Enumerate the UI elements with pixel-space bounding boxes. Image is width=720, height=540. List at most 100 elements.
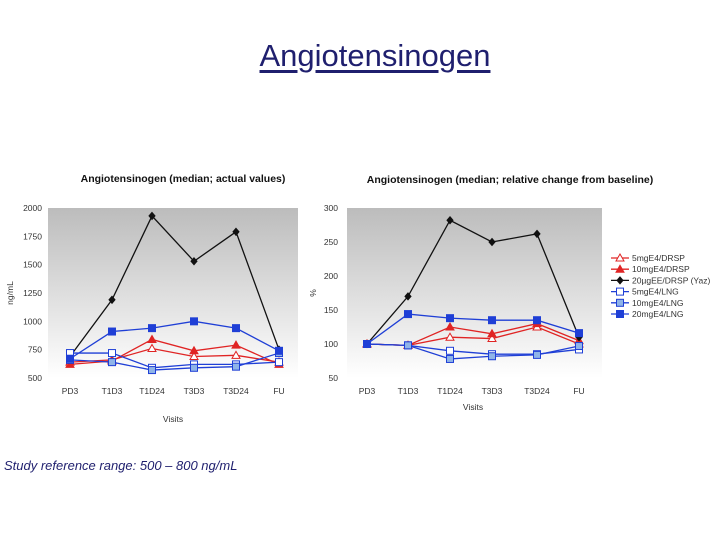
relative-data-point <box>533 229 541 239</box>
actual-data-point <box>148 211 156 221</box>
actual-ytick-label: 2000 <box>23 203 42 213</box>
legend-entry: 20µgEE/DRSP (Yaz) <box>611 275 710 285</box>
relative-data-point <box>533 316 541 325</box>
actual-data-point <box>148 366 156 375</box>
actual-data-point <box>231 350 241 359</box>
relative-data-point <box>446 314 454 323</box>
actual-ytick-label: 1250 <box>23 288 42 298</box>
reference-range-note: Study reference range: 500 – 800 ng/mL <box>4 458 238 473</box>
actual-data-point <box>190 256 198 266</box>
actual-data-point <box>148 324 156 333</box>
chart-relative-change: Angiotensinogen (median; relative change… <box>308 174 710 412</box>
relative-series-5 <box>363 310 583 348</box>
relative-xtick-label: T1D24 <box>437 386 463 396</box>
actual-series-line <box>69 347 280 363</box>
relative-data-point <box>404 341 412 350</box>
actual-data-point <box>232 324 240 333</box>
chart-relative-ylabel: % <box>308 289 318 297</box>
actual-data-point <box>190 363 198 372</box>
relative-data-point <box>533 350 541 359</box>
relative-ytick-label: 150 <box>324 305 338 315</box>
actual-data-point <box>108 358 116 367</box>
relative-data-point <box>445 321 455 331</box>
relative-data-point <box>446 354 454 363</box>
legend-swatch-marker <box>616 287 624 296</box>
chart-relative-xlabel: Visits <box>463 402 483 412</box>
relative-series-line <box>366 219 580 345</box>
actual-data-point <box>108 295 116 305</box>
actual-data-point <box>65 359 75 368</box>
legend-label: 20µgEE/DRSP (Yaz) <box>632 275 710 285</box>
relative-data-point <box>446 215 454 225</box>
legend-swatch-marker <box>615 252 625 262</box>
actual-ytick-label: 1500 <box>23 260 42 270</box>
chart-actual-plot-area <box>48 208 298 378</box>
relative-ytick-label: 50 <box>329 373 339 383</box>
actual-ytick-label: 1000 <box>23 316 42 326</box>
legend-entry: 5mgE4/LNG <box>611 287 679 297</box>
relative-data-point <box>487 333 497 343</box>
relative-data-point <box>363 340 371 348</box>
chart-actual-xlabel: Visits <box>163 414 183 424</box>
legend-label: 10mgE4/LNG <box>632 298 684 308</box>
actual-data-point <box>231 340 241 349</box>
relative-data-point <box>488 237 496 247</box>
chart-relative-title: Angiotensinogen (median; relative change… <box>367 174 653 186</box>
relative-data-point <box>575 342 583 351</box>
relative-ytick-label: 300 <box>324 203 338 213</box>
actual-series-line <box>69 320 280 360</box>
actual-data-point <box>108 349 116 358</box>
relative-xtick-label: T3D24 <box>524 386 550 396</box>
legend-swatch-marker <box>615 264 625 273</box>
relative-data-point <box>404 310 412 319</box>
actual-data-point <box>275 346 283 355</box>
legend-entry: 5mgE4/DRSP <box>611 252 685 263</box>
chart-actual-ylabel: ng/mL <box>5 281 15 305</box>
legend-label: 20mgE4/LNG <box>632 309 684 319</box>
legend-entry: 10mgE4/DRSP <box>611 264 690 274</box>
chart-actual-title: Angiotensinogen (median; actual values) <box>81 173 286 185</box>
legend-label: 5mgE4/LNG <box>632 287 679 297</box>
slide-title: Angiotensinogen <box>259 38 491 73</box>
legend-entry: 10mgE4/LNG <box>611 298 684 308</box>
legend-swatch-marker <box>616 298 624 307</box>
relative-data-point <box>446 346 454 355</box>
actual-xtick-label: T1D24 <box>139 386 165 396</box>
relative-xtick-label: FU <box>573 386 584 396</box>
actual-series-line <box>69 352 280 371</box>
relative-ytick-label: 200 <box>324 271 338 281</box>
relative-data-point <box>404 292 412 301</box>
legend-swatch-marker <box>616 276 624 285</box>
actual-data-point <box>232 362 240 371</box>
chart-actual-values: Angiotensinogen (median; actual values) … <box>5 173 298 424</box>
relative-xtick-label: T3D3 <box>482 386 503 396</box>
actual-xtick-label: T3D24 <box>223 386 249 396</box>
actual-data-point <box>232 227 240 237</box>
relative-data-point <box>445 332 455 341</box>
actual-data-point <box>66 354 74 363</box>
actual-series-5 <box>66 317 283 363</box>
actual-xtick-label: T3D3 <box>184 386 205 396</box>
legend-label: 10mgE4/DRSP <box>632 264 690 274</box>
actual-data-point <box>190 317 198 326</box>
legend-label: 5mgE4/DRSP <box>632 253 685 263</box>
actual-ytick-label: 1750 <box>23 231 42 241</box>
actual-series-line <box>69 214 280 357</box>
relative-ytick-label: 250 <box>324 237 338 247</box>
relative-data-point <box>488 352 496 361</box>
relative-series-line <box>366 343 580 360</box>
actual-data-point <box>189 351 199 360</box>
relative-xtick-label: PD3 <box>359 386 376 396</box>
relative-data-point <box>575 329 583 338</box>
relative-xtick-label: T1D3 <box>398 386 419 396</box>
relative-ytick-label: 100 <box>324 339 338 349</box>
actual-ytick-label: 500 <box>28 373 42 383</box>
actual-xtick-label: T1D3 <box>102 386 123 396</box>
actual-data-point <box>147 343 157 353</box>
actual-data-point <box>189 345 199 355</box>
relative-data-point <box>488 316 496 325</box>
legend-entry: 20mgE4/LNG <box>611 309 684 319</box>
actual-xtick-label: PD3 <box>62 386 79 396</box>
